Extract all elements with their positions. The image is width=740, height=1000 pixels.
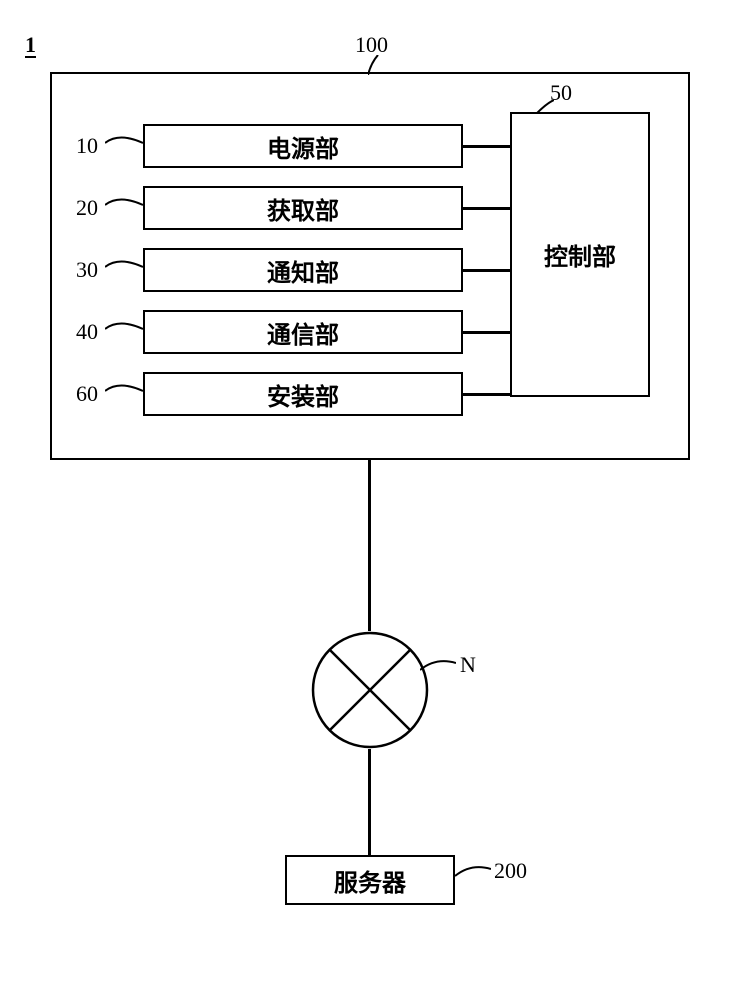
conn-30 — [463, 269, 510, 272]
network-ref: N — [460, 652, 476, 678]
block-ref-30: 30 — [76, 257, 98, 283]
conn-10 — [463, 145, 510, 148]
conn-device-network — [368, 460, 371, 631]
block-power-label: 电源部 — [267, 129, 339, 164]
server-ref-leader — [455, 864, 491, 880]
block-leader-30 — [105, 259, 143, 275]
control-block-label: 控制部 — [544, 237, 616, 272]
block-leader-40 — [105, 321, 143, 337]
block-comm-label: 通信部 — [267, 315, 339, 350]
block-power: 电源部 — [143, 124, 463, 168]
block-leader-10 — [105, 135, 143, 151]
system-ref: 1 — [25, 32, 36, 58]
server-ref: 200 — [494, 858, 527, 884]
block-comm: 通信部 — [143, 310, 463, 354]
conn-network-server — [368, 749, 371, 855]
network-node — [311, 631, 429, 749]
conn-20 — [463, 207, 510, 210]
block-install-label: 安装部 — [267, 377, 339, 412]
block-notify-label: 通知部 — [267, 253, 339, 288]
block-ref-10: 10 — [76, 133, 98, 159]
diagram-stage: 1 100 50 控制部 10 电源部 20 获取部 30 通知部 40 通信部… — [0, 0, 740, 1000]
network-ref-leader — [420, 658, 456, 674]
block-notify: 通知部 — [143, 248, 463, 292]
server-block: 服务器 — [285, 855, 455, 905]
block-install: 安装部 — [143, 372, 463, 416]
block-leader-20 — [105, 197, 143, 213]
block-leader-60 — [105, 383, 143, 399]
block-ref-60: 60 — [76, 381, 98, 407]
block-acquire: 获取部 — [143, 186, 463, 230]
block-acquire-label: 获取部 — [267, 191, 339, 226]
block-ref-20: 20 — [76, 195, 98, 221]
server-block-label: 服务器 — [334, 863, 406, 898]
conn-60 — [463, 393, 510, 396]
conn-40 — [463, 331, 510, 334]
control-block: 控制部 — [510, 112, 650, 397]
block-ref-40: 40 — [76, 319, 98, 345]
